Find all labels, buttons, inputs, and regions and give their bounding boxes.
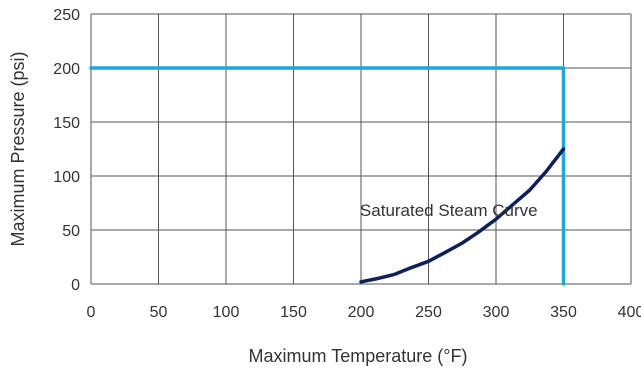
x-axis-label: Maximum Temperature (°F) bbox=[249, 346, 468, 366]
x-tick-label: 300 bbox=[483, 304, 510, 321]
y-tick-label: 150 bbox=[53, 115, 80, 132]
series-layer bbox=[89, 66, 566, 286]
y-tick-label: 50 bbox=[62, 223, 80, 240]
x-tick-label: 0 bbox=[87, 304, 96, 321]
y-tick-labels: 0 50 100 150 200 250 bbox=[53, 7, 80, 294]
series-saturated-steam-curve bbox=[359, 147, 566, 284]
x-tick-label: 200 bbox=[348, 304, 375, 321]
x-tick-label: 350 bbox=[550, 304, 577, 321]
x-tick-label: 250 bbox=[415, 304, 442, 321]
saturated-steam-curve-label: Saturated Steam Curve bbox=[360, 201, 538, 220]
series-max-rating-boundary bbox=[89, 66, 566, 286]
y-tick-label: 100 bbox=[53, 169, 80, 186]
y-axis-label: Maximum Pressure (psi) bbox=[8, 51, 28, 246]
x-tick-label: 100 bbox=[213, 304, 240, 321]
x-tick-label: 50 bbox=[150, 304, 168, 321]
y-tick-label: 0 bbox=[71, 277, 80, 294]
x-tick-label: 150 bbox=[280, 304, 307, 321]
x-tick-label: 400 bbox=[618, 304, 641, 321]
y-tick-label: 250 bbox=[53, 7, 80, 24]
x-tick-labels: 0 50 100 150 200 250 300 350 400 bbox=[87, 304, 641, 321]
y-tick-label: 200 bbox=[53, 61, 80, 78]
